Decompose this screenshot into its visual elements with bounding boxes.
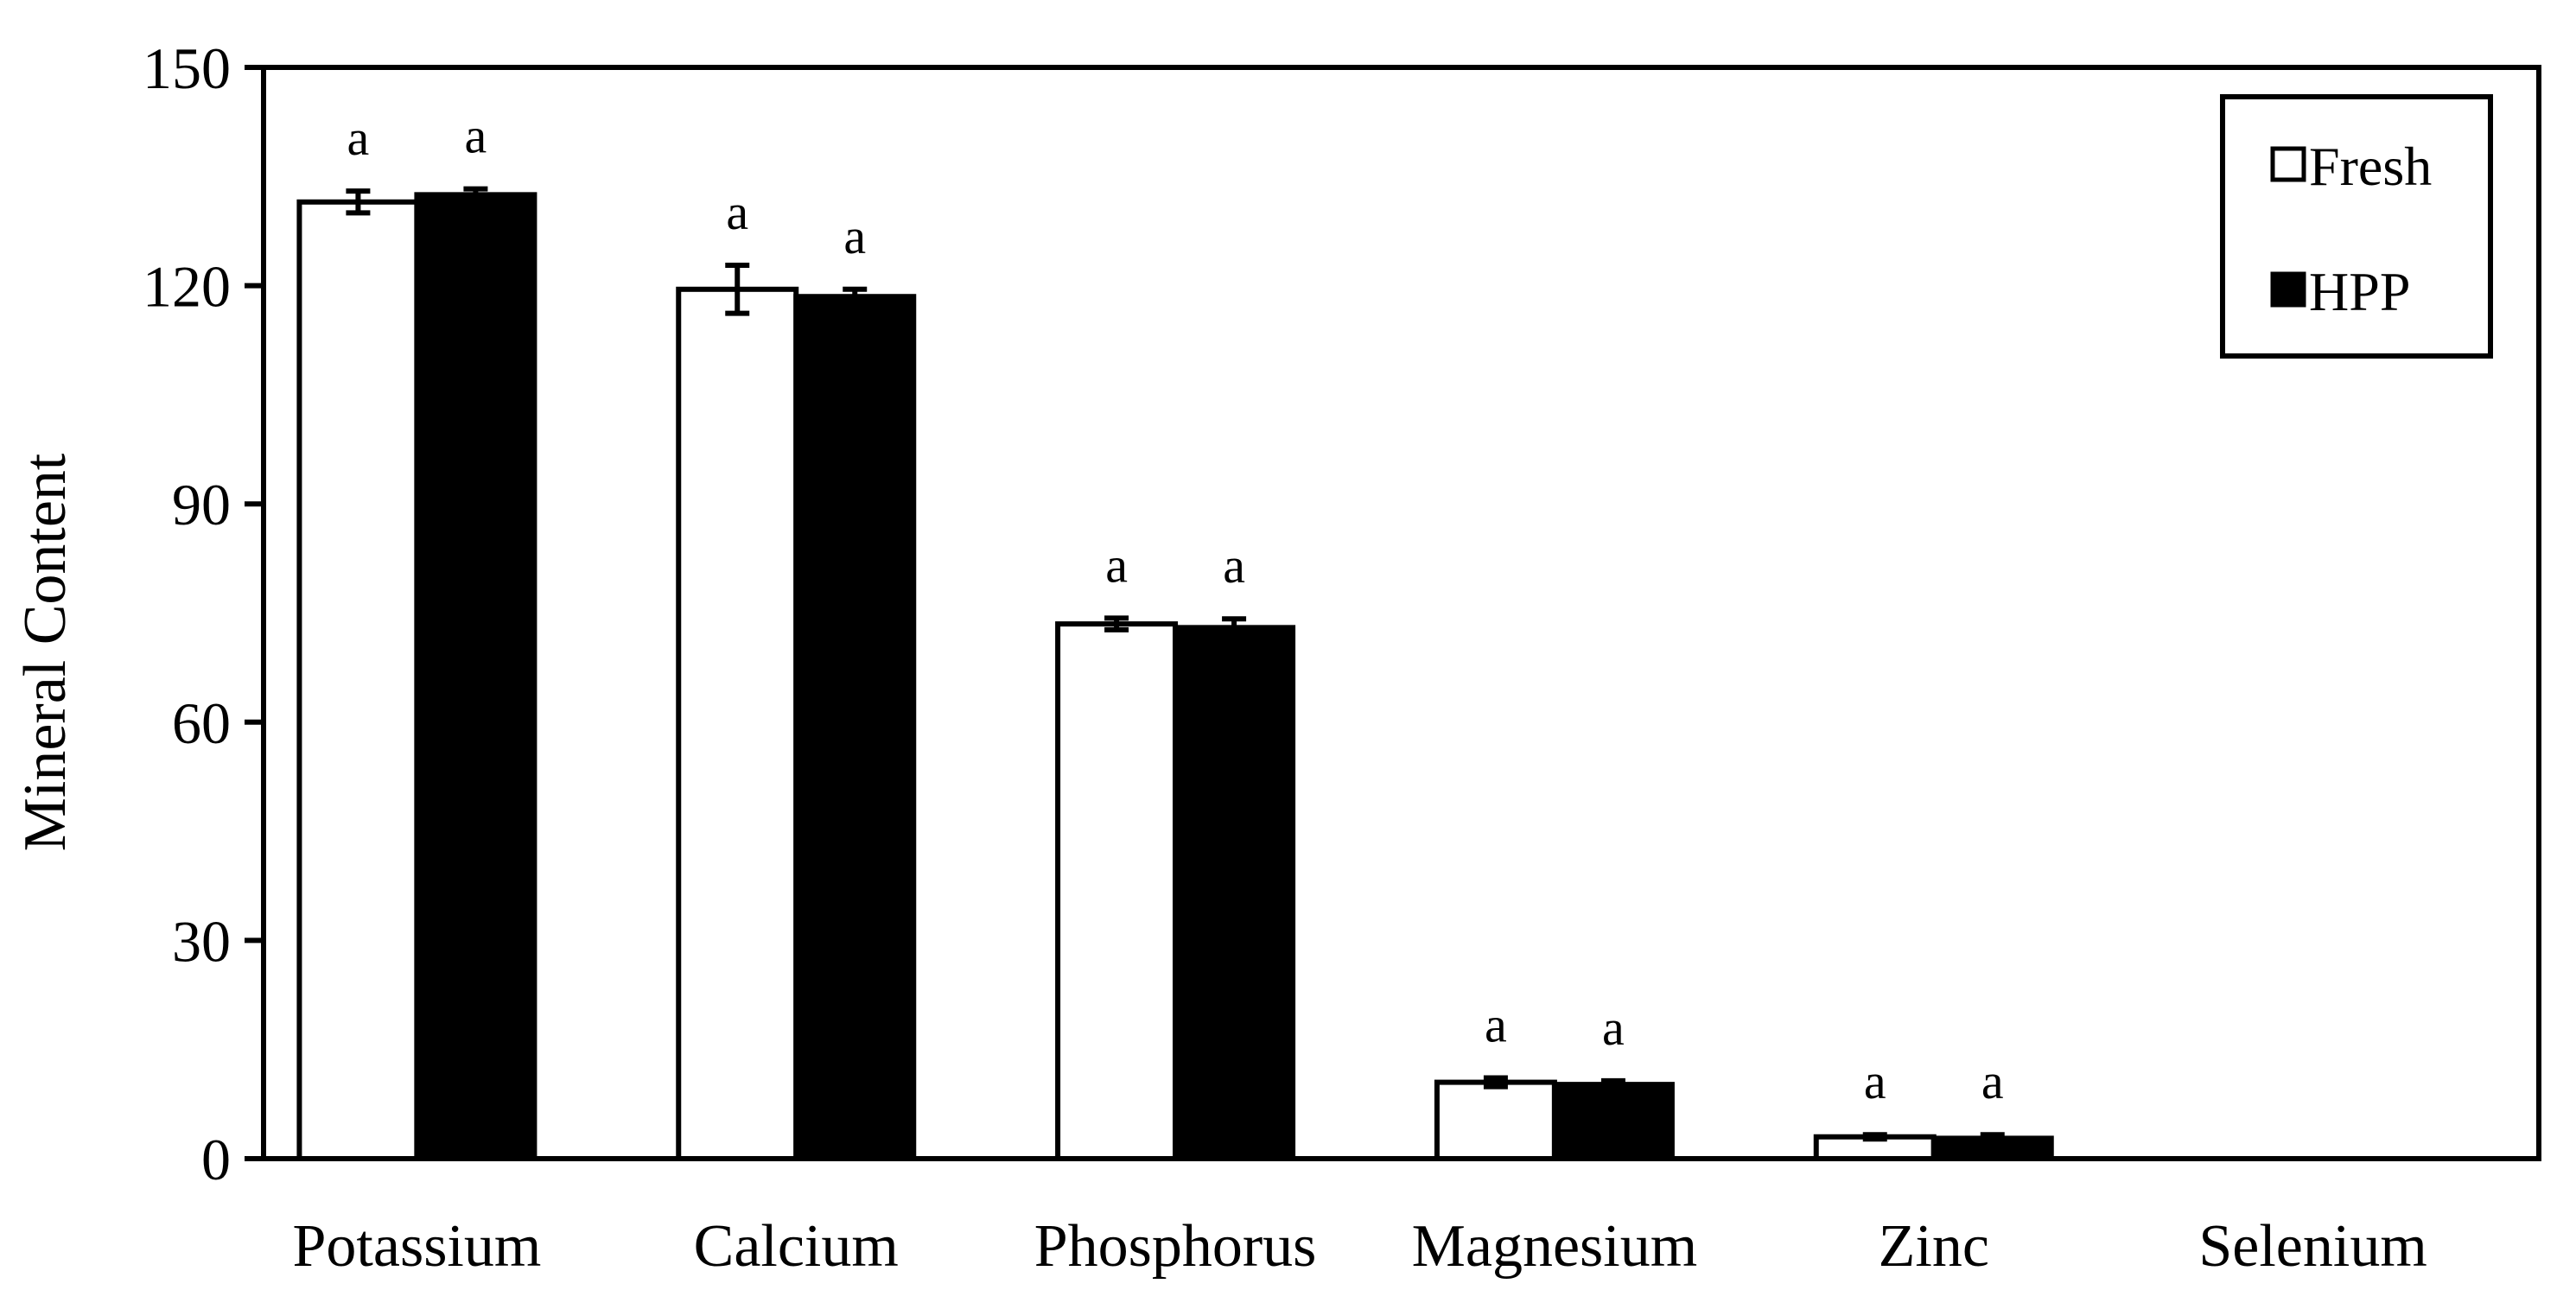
bar-fresh-potassium (296, 199, 420, 1161)
legend-label-fresh: Fresh (2309, 136, 2432, 197)
y-axis-title: Mineral Content (12, 453, 79, 851)
x-axis: Potassium Calcium Phosphorus Magnesium Zinc S… (293, 1213, 2427, 1280)
significance-label-fresh-magnesium: a (1485, 997, 1507, 1053)
bar-hpp-magnesium (1551, 1082, 1675, 1161)
x-tick-label-selenium: Selenium (2198, 1213, 2427, 1280)
y-axis: 0 30 60 90 120 150 (143, 35, 264, 1192)
x-tick-label-zinc: Zinc (1879, 1213, 1989, 1280)
y-tick-label-0: 0 (201, 1127, 231, 1192)
bar-hpp-phosphorus (1173, 625, 1296, 1161)
significance-label-hpp-zinc: a (1981, 1053, 2004, 1109)
x-tick-label-magnesium: Magnesium (1412, 1213, 1698, 1280)
significance-label-hpp-phosphorus: a (1223, 537, 1245, 594)
x-tick-label-calcium: Calcium (694, 1213, 899, 1280)
y-tick-label-150: 150 (143, 35, 231, 101)
bar-hpp-calcium (793, 294, 917, 1162)
x-tick-label-phosphorus: Phosphorus (1034, 1213, 1317, 1280)
legend-swatch-fresh (2270, 146, 2306, 182)
plot-frame-group (261, 65, 2541, 1161)
significance-label-fresh-calcium: a (726, 184, 748, 240)
significance-label-fresh-phosphorus: a (1105, 537, 1128, 593)
y-tick-label-30: 30 (172, 908, 231, 974)
significance-label-hpp-calcium: a (843, 208, 866, 264)
y-tick-label-120: 120 (143, 254, 231, 320)
significance-label-hpp-potassium: a (465, 108, 487, 164)
significance-labels-group: a a a a a a a a a a (347, 108, 2004, 1110)
legend-label-hpp: HPP (2309, 261, 2410, 322)
legend: Fresh HPP (2220, 94, 2493, 359)
bar-fresh-magnesium (1434, 1079, 1557, 1161)
bar-hpp-potassium (414, 192, 537, 1162)
significance-label-hpp-magnesium: a (1602, 1000, 1625, 1056)
bar-fresh-calcium (676, 286, 799, 1161)
plot-frame (261, 65, 2541, 1161)
legend-swatch-hpp (2270, 271, 2306, 308)
legend-box (2220, 94, 2493, 359)
y-tick-label-90: 90 (172, 472, 231, 537)
bars-group (296, 192, 2054, 1162)
significance-label-fresh-zinc: a (1864, 1053, 1886, 1109)
error-bars-group (346, 186, 2005, 1145)
x-tick-label-potassium: Potassium (293, 1213, 542, 1280)
y-tick-label-60: 60 (172, 690, 231, 756)
bar-fresh-phosphorus (1055, 621, 1179, 1161)
significance-label-fresh-potassium: a (347, 110, 370, 166)
